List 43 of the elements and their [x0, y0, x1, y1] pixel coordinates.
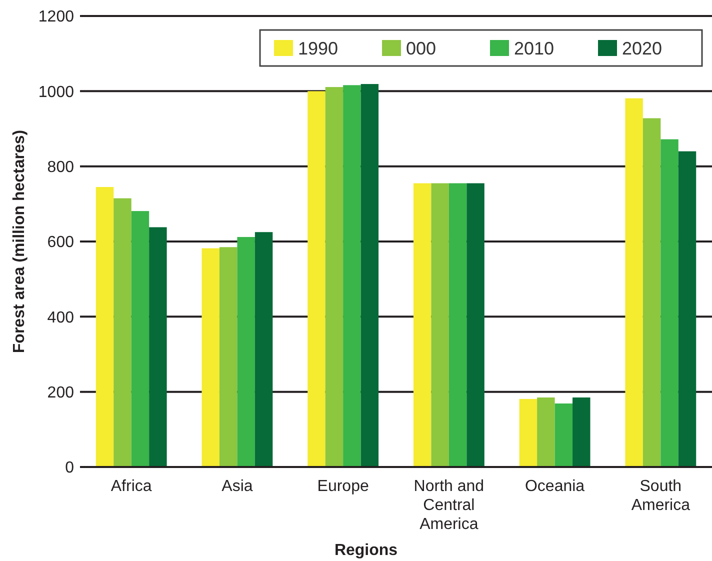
bar: [642, 118, 661, 467]
bar: [254, 232, 273, 467]
y-tick-label: 800: [47, 158, 74, 176]
y-tick-label: 1200: [38, 8, 74, 26]
x-axis-title: Regions: [334, 542, 398, 559]
y-tick-label: 1000: [38, 84, 74, 101]
bar: [343, 85, 361, 467]
y-axis-title: Forest area (million hectares): [11, 130, 28, 354]
bar: [325, 87, 344, 467]
bar: [448, 183, 467, 467]
bar: [219, 247, 238, 467]
bar: [114, 198, 132, 467]
bar: [237, 236, 255, 467]
legend-label: 2010: [514, 38, 554, 58]
x-tick-label: Oceania: [524, 478, 585, 495]
bar: [572, 397, 590, 467]
bar: [413, 183, 432, 467]
bar: [308, 91, 326, 467]
legend-label: 000: [406, 38, 436, 58]
bar: [96, 187, 114, 467]
bar: [625, 98, 643, 467]
bar: [466, 183, 484, 467]
x-tick-label: North and Central America: [414, 478, 484, 533]
bar: [660, 139, 678, 467]
x-tick-label: South America: [631, 478, 690, 514]
bar: [678, 151, 696, 467]
bar: [131, 211, 150, 467]
bar: [519, 398, 538, 467]
legend-label: 2020: [622, 38, 662, 58]
bar: [554, 403, 573, 467]
y-tick-label: 600: [47, 234, 74, 252]
bar: [360, 84, 379, 467]
bar: [537, 397, 555, 467]
y-tick-label: 0: [65, 460, 74, 477]
x-tick-label: Africa: [110, 478, 152, 495]
y-tick-label: 200: [47, 384, 74, 402]
bar: [149, 227, 167, 467]
legend-label: 1990: [298, 38, 338, 58]
bar: [202, 248, 220, 467]
bar: [431, 183, 449, 467]
x-tick-label: Europe: [317, 478, 369, 495]
x-tick-label: Asia: [222, 478, 253, 495]
y-tick-label: 400: [47, 309, 74, 326]
